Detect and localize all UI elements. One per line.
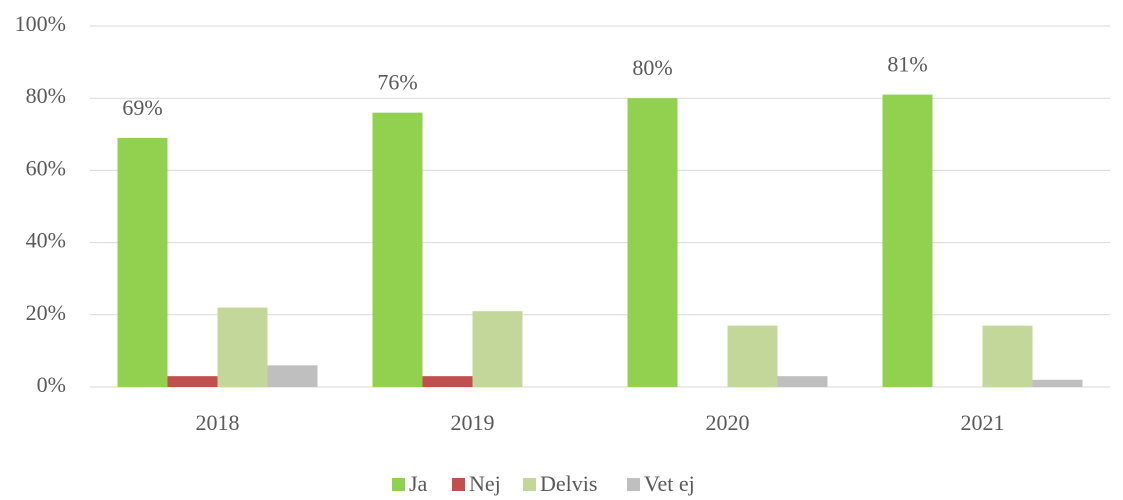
y-tick-label: 80%: [26, 83, 66, 108]
bar: [777, 376, 828, 387]
legend-swatch: [627, 478, 640, 491]
data-label: 69%: [122, 95, 162, 120]
bar: [422, 376, 473, 387]
bar: [267, 365, 318, 387]
bar: [117, 137, 168, 387]
y-tick-label: 100%: [15, 11, 66, 36]
legend-swatch: [392, 478, 405, 491]
data-label: 81%: [887, 52, 927, 77]
legend-label: Delvis: [540, 471, 597, 496]
y-tick-label: 0%: [37, 372, 66, 397]
bar: [882, 94, 933, 387]
bar: [627, 98, 678, 387]
x-tick-label: 2018: [196, 410, 240, 435]
x-tick-label: 2021: [961, 410, 1005, 435]
data-label: 76%: [377, 70, 417, 95]
x-tick-label: 2020: [706, 410, 750, 435]
bar: [1032, 379, 1083, 387]
x-tick-label: 2019: [451, 410, 495, 435]
bar: [982, 325, 1033, 387]
legend-swatch: [523, 478, 536, 491]
legend-label: Nej: [469, 471, 501, 496]
y-tick-label: 60%: [26, 155, 66, 180]
legend-swatch: [452, 478, 465, 491]
legend-label: Vet ej: [644, 471, 695, 496]
bar: [217, 307, 268, 387]
legend-label: Ja: [409, 471, 428, 496]
bar: [372, 112, 423, 387]
data-label: 80%: [632, 55, 672, 80]
y-tick-label: 20%: [26, 300, 66, 325]
bar: [167, 376, 218, 387]
y-tick-label: 40%: [26, 228, 66, 253]
bar: [727, 325, 778, 387]
bar: [472, 311, 523, 387]
